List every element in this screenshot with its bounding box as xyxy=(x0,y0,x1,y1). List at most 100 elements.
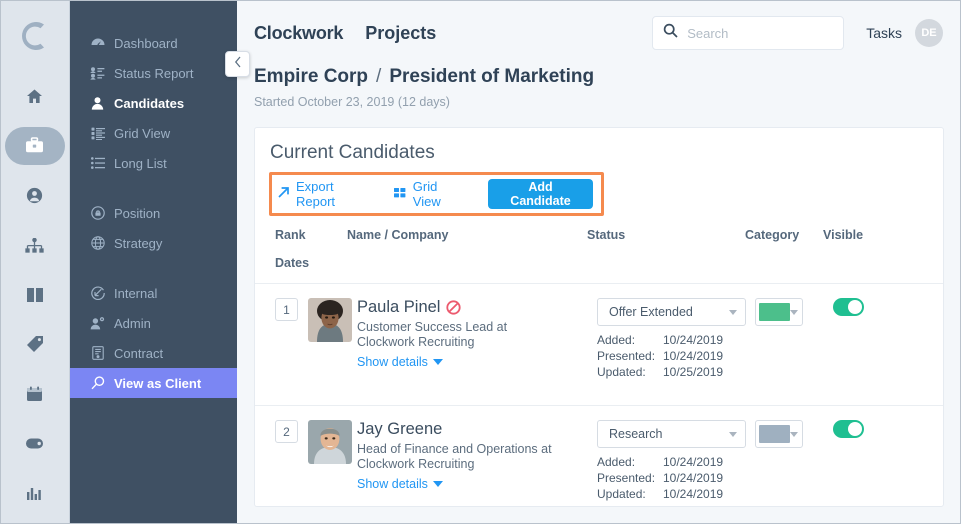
date-value-updated: 10/25/2019 xyxy=(663,365,724,379)
date-label-added: Added: xyxy=(597,333,636,347)
sidebar-item-label: Long List xyxy=(114,155,167,171)
avatar[interactable]: DE xyxy=(915,19,943,47)
sidebar-item-label: Candidates xyxy=(114,95,185,111)
status-select[interactable]: Offer Extended xyxy=(597,298,746,326)
col-header-name: Name / Company xyxy=(347,228,449,242)
candidate-name-line[interactable]: Paula Pinel xyxy=(357,298,597,317)
grid-icon xyxy=(393,187,407,202)
breadcrumb-separator: / xyxy=(376,66,382,87)
rail-home-icon[interactable] xyxy=(5,78,65,116)
sidebar-item-grid-view[interactable]: Grid View xyxy=(70,118,237,148)
main-content: Clockwork Projects Tasks DE Empire Corp … xyxy=(237,0,961,524)
sidebar-item-label: Status Report xyxy=(114,65,194,81)
date-value-added: 10/24/2019 xyxy=(663,455,724,469)
sidebar-item-label: Strategy xyxy=(114,235,163,251)
visible-toggle[interactable] xyxy=(833,298,864,316)
rail-briefcase-icon[interactable] xyxy=(4,127,65,165)
card-title: Current Candidates xyxy=(270,142,435,163)
date-value-presented: 10/24/2019 xyxy=(663,349,724,363)
breadcrumb-company[interactable]: Empire Corp xyxy=(254,66,369,87)
avatar[interactable] xyxy=(308,298,352,342)
tasks-link[interactable]: Tasks xyxy=(866,25,902,41)
table-row[interactable]: 2 Jay xyxy=(255,405,943,506)
search-icon xyxy=(663,23,678,43)
candidate-name: Paula Pinel xyxy=(357,298,441,316)
col-header-category: Category xyxy=(745,228,800,242)
category-swatch xyxy=(759,303,790,321)
sidebar-collapse-button[interactable] xyxy=(225,51,250,77)
rail-book-icon[interactable] xyxy=(5,276,65,314)
col-header-visible: Visible xyxy=(823,228,864,242)
sidebar-item-strategy[interactable]: Strategy xyxy=(70,228,237,258)
list-icon xyxy=(90,156,105,171)
sidebar-item-label: View as Client xyxy=(114,375,202,391)
sidebar-item-status-report[interactable]: Status Report xyxy=(70,58,237,88)
topnav-projects[interactable]: Projects xyxy=(365,22,437,43)
candidates-toolbar: Export Report Grid View Add Candidate xyxy=(269,172,604,216)
strategy-icon xyxy=(90,236,105,251)
toggle-knob xyxy=(848,300,862,314)
show-details-link[interactable]: Show details xyxy=(357,355,597,369)
date-label-added: Added: xyxy=(597,455,636,469)
rail-bar-chart-icon[interactable] xyxy=(5,474,65,512)
grid-view-label: Grid View xyxy=(412,179,441,209)
sidebar-item-admin[interactable]: Admin xyxy=(70,308,237,338)
show-details-label: Show details xyxy=(357,477,428,491)
category-select[interactable] xyxy=(755,298,803,326)
brand-title[interactable]: Clockwork xyxy=(254,22,344,43)
export-report-link[interactable]: Export Report xyxy=(277,179,366,209)
no-entry-icon xyxy=(446,300,462,315)
category-select[interactable] xyxy=(755,420,803,448)
sidebar-item-candidates[interactable]: Candidates xyxy=(70,88,237,118)
show-details-link[interactable]: Show details xyxy=(357,477,597,491)
rank-badge: 1 xyxy=(275,298,298,321)
status-select[interactable]: Research xyxy=(597,420,746,448)
candidate-name-line[interactable]: Jay Greene xyxy=(357,420,597,439)
status-value: Research xyxy=(609,427,663,441)
sidebar-item-label: Dashboard xyxy=(114,35,178,51)
col-header-status: Status xyxy=(587,228,626,242)
date-label-presented: Presented: xyxy=(597,471,656,485)
chevron-down-icon xyxy=(729,431,737,437)
chevron-down-icon xyxy=(432,359,443,365)
col-header-rank: Rank xyxy=(275,228,306,242)
date-value-added: 10/24/2019 xyxy=(663,333,724,347)
clockwork-logo-icon[interactable] xyxy=(15,14,55,58)
date-label-updated: Updated: xyxy=(597,487,646,501)
grid-list-icon xyxy=(90,126,105,141)
candidate-name: Jay Greene xyxy=(357,420,443,438)
sidebar-item-dashboard[interactable]: Dashboard xyxy=(70,28,237,58)
sidebar-item-label: Admin xyxy=(114,315,151,331)
search-box[interactable] xyxy=(652,16,845,50)
person-icon xyxy=(90,96,105,111)
candidates-card: Current Candidates Export Report Grid Vi… xyxy=(254,127,944,507)
avatar[interactable] xyxy=(308,420,352,464)
visible-toggle[interactable] xyxy=(833,420,864,438)
status-value: Offer Extended xyxy=(609,305,693,319)
chevron-down-icon xyxy=(729,309,737,315)
nav-group-divider-2 xyxy=(70,258,237,278)
col-header-dates: Dates xyxy=(275,256,310,270)
sidebar-item-contract[interactable]: Contract xyxy=(70,338,237,368)
rail-tag-icon[interactable] xyxy=(5,326,65,364)
sidebar-item-view-as-client[interactable]: View as Client xyxy=(70,368,237,398)
search-input[interactable] xyxy=(687,25,834,41)
status-report-icon xyxy=(90,66,105,81)
chevron-down-icon xyxy=(432,481,443,487)
grid-view-link[interactable]: Grid View xyxy=(393,179,461,209)
breadcrumb: Empire Corp / President of Marketing xyxy=(254,66,961,88)
sidebar-item-position[interactable]: Position xyxy=(70,198,237,228)
rail-label-icon[interactable] xyxy=(5,425,65,463)
add-candidate-button[interactable]: Add Candidate xyxy=(488,179,593,209)
rail-user-circle-icon[interactable] xyxy=(5,177,65,215)
dates-block: Added: 10/24/2019 Presented: 10/24/2019 Up… xyxy=(597,332,755,380)
nav-group-divider xyxy=(70,178,237,198)
table-row[interactable]: 1 xyxy=(255,283,943,392)
rail-org-chart-icon[interactable] xyxy=(5,226,65,264)
sidebar-item-long-list[interactable]: Long List xyxy=(70,148,237,178)
sidebar-nav: Dashboard Status Report Candidates Grid … xyxy=(70,0,250,524)
toggle-knob xyxy=(848,422,862,436)
candidate-title: Customer Success Lead at Clockwork Recru… xyxy=(357,320,508,349)
rail-calendar-icon[interactable] xyxy=(5,375,65,413)
sidebar-item-internal[interactable]: Internal xyxy=(70,278,237,308)
